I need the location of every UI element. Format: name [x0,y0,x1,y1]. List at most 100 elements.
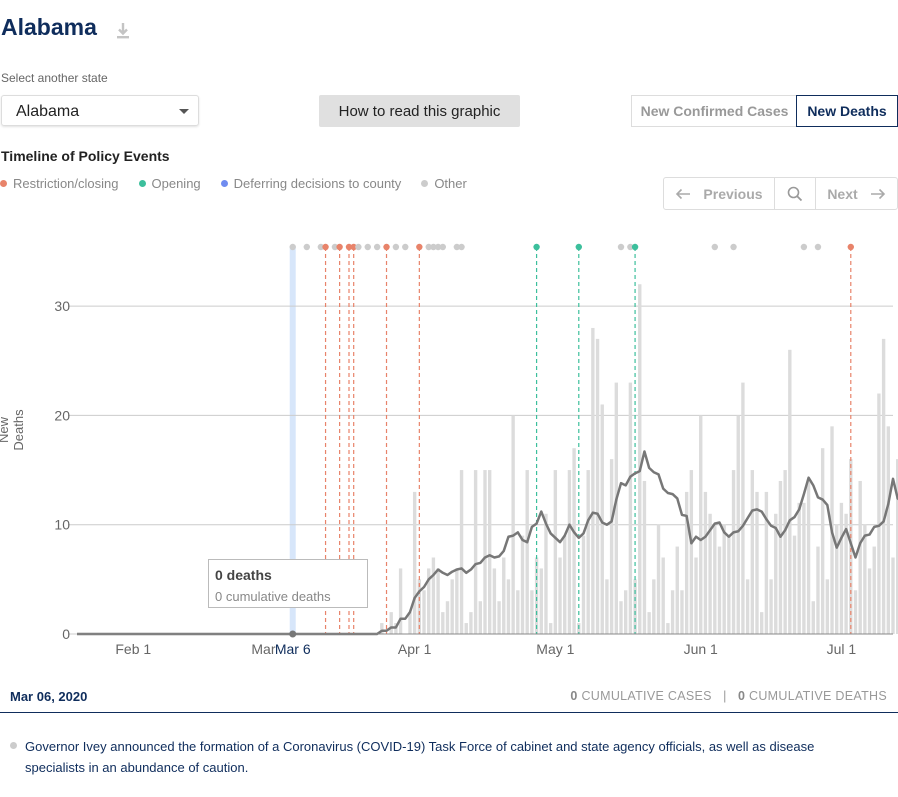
bar [872,546,876,634]
event-nav: Previous Next [663,177,898,210]
bar [684,491,689,634]
tooltip-cumulative: 0 cumulative deaths [215,589,331,604]
legend-item-opening: Opening [138,176,201,191]
chevron-down-icon [179,109,189,114]
selected-point [289,630,297,638]
selected-date: Mar 06, 2020 [10,689,88,704]
arrow-left-icon [676,188,691,199]
event-dot [814,243,822,251]
bar [455,568,459,634]
bar [774,513,778,634]
event-dot [800,243,808,251]
bar [586,470,590,634]
bar [422,590,426,634]
bar [713,524,717,634]
bar [572,448,576,634]
event-dot [730,243,737,251]
event-dot [303,243,310,251]
bar [877,393,881,634]
bar [469,612,473,634]
bar [858,480,862,634]
bar [389,612,393,634]
bar [797,502,801,634]
event-dot [453,243,461,251]
bar [835,524,839,634]
selected-date-bar: Mar 06, 2020 0 CUMULATIVE CASES | 0 CUMU… [0,681,898,713]
bar [624,590,628,634]
y-tick-label: 10 [54,517,70,533]
bar [516,590,520,634]
bar [675,546,679,634]
selected-date-highlight [289,247,296,634]
legend-label: Restriction/closing [13,176,119,191]
bar [750,470,754,634]
timeline-title: Timeline of Policy Events [1,148,170,164]
event-dot [289,243,296,251]
legend-label: Deferring decisions to county [233,176,402,191]
x-tick-label: Feb 1 [115,641,151,657]
bar [436,568,440,634]
chart-tooltip: 0 deaths 0 cumulative deaths [208,559,368,608]
legend-label: Other [434,176,467,191]
bar [652,579,656,634]
event-dot [617,243,625,251]
how-to-read-button[interactable]: How to read this graphic [319,95,520,127]
event-dot [631,243,639,251]
bar [867,568,872,634]
page-title: Alabama [1,14,97,40]
bar [731,470,736,634]
toggle-new-confirmed-cases[interactable]: New Confirmed Cases [631,95,797,127]
next-label: Next [827,185,858,202]
event-text: Governor Ivey announced the formation of… [25,739,815,775]
bar [445,601,450,634]
search-button[interactable] [775,178,816,209]
selected-date-label-bg [275,640,310,658]
event-dot [355,243,362,251]
event-dot [383,243,390,251]
bar [591,327,595,634]
event-description: Governor Ivey announced the formation of… [10,736,860,778]
download-icon[interactable] [113,21,133,41]
bar [567,470,572,634]
toggle-new-deaths[interactable]: New Deaths [796,95,898,127]
event-dot [533,243,540,251]
bar [464,623,468,634]
bar [619,601,623,634]
event-dot [458,243,465,251]
event-dot [575,243,582,251]
bar [450,579,454,634]
bar [788,349,792,634]
bar [896,459,898,634]
bar [666,623,670,634]
event-dot [627,243,634,251]
bar [502,557,506,634]
bar [891,557,895,634]
event-dot [345,243,353,251]
bar [727,535,731,634]
bar [483,470,487,634]
bar [459,470,464,634]
x-tick-label: Jul 1 [827,641,857,657]
bar [605,579,609,634]
bar [736,415,740,634]
legend-item-deferring: Deferring decisions to county [220,176,402,191]
bar [595,338,600,634]
bar [563,535,567,634]
legend-label: Opening [151,176,201,191]
state-select[interactable]: Alabama [1,95,199,126]
bar [380,623,384,634]
bar [408,612,412,634]
bar [544,513,548,634]
event-dot [364,243,371,251]
bar [670,590,675,634]
bar [656,524,661,634]
x-tick-label: May 1 [536,641,574,657]
event-dot [430,243,437,251]
previous-button[interactable]: Previous [664,178,775,209]
bar [689,470,694,634]
bar [600,404,604,634]
tooltip-deaths: 0 deaths [215,567,272,583]
cumulative-cases-value: 0 [570,689,578,703]
next-button[interactable]: Next [816,178,897,209]
